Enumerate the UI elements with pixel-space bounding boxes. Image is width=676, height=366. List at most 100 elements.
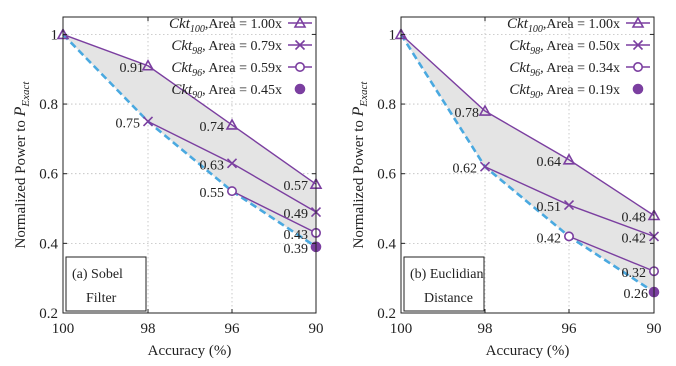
data-label: 0.62 [453,162,478,177]
series-line [568,235,655,272]
legend-rest: , Area = 0.59x [202,61,282,76]
plot-frame [400,16,655,314]
data-label: 0.51 [537,200,562,215]
cross-stroke [142,116,154,127]
cross-stroke [479,161,491,172]
panel-label-line: Filter [86,291,117,306]
panel-label-box [403,256,485,312]
y-axis-label-var: P [350,106,367,117]
legend-entry: Ckt96, Area = 0.34x [509,60,620,79]
data-label: 0.39 [284,242,309,257]
x-axis-label: Accuracy (%) [148,343,232,359]
legend-rest: ,Area = 1.00x [543,17,620,32]
legend-sub: 98 [530,46,540,57]
legend-rest: , Area = 0.45x [202,83,282,98]
legend-ckt: Ckt [509,60,531,76]
legend-entry: Ckt100,Area = 1.00x [169,16,282,35]
legend-entry: Ckt98, Area = 0.79x [171,38,282,57]
y-tick-label: 1 [51,27,59,43]
y-tick-label: 0.6 [39,167,58,183]
legend-entry: Ckt100,Area = 1.00x [507,16,620,35]
series-line [231,190,317,234]
data-label: 0.42 [537,231,562,246]
plot-frame [62,16,317,314]
circle-marker [563,231,574,242]
y-axis-label-main: Normalized Power to [13,116,29,248]
panel-label-line: (b) Euclidian [410,267,483,282]
y-tick-label: 0.2 [377,306,396,322]
x-tick-label: 100 [52,321,75,337]
series-line [400,33,655,217]
data-label: 0.32 [622,266,647,281]
legend-entry: Ckt90, Area = 0.19x [509,82,620,101]
data-label: 0.48 [622,210,647,225]
legend-ckt: Ckt [509,38,531,54]
data-label: 0.55 [200,186,225,201]
legend-entry: Ckt98, Area = 0.50x [509,38,620,57]
x-tick-label: 90 [309,321,324,337]
cross-stroke [226,158,238,169]
legend-ckt: Ckt [171,82,193,98]
y-tick-label: 0.6 [377,167,396,183]
x-tick-label: 98 [141,321,156,337]
data-label: 0.49 [284,207,309,222]
data-label: 0.57 [284,179,309,194]
legend-rest: , Area = 0.50x [540,39,620,54]
cross-marker [294,39,306,51]
y-axis-label-sub: Exact [20,81,32,108]
x-tick-label: 98 [478,321,493,337]
y-axis-label-sub: Exact [358,81,370,108]
panel-label-line: Distance [424,291,473,306]
data-label: 0.43 [284,228,309,243]
legend-ckt: Ckt [169,16,191,32]
x-tick-label: 100 [390,321,413,337]
triangle-marker [141,59,155,71]
y-axis-label-var: P [12,106,29,117]
triangle-marker [631,16,645,28]
y-tick-label: 0.4 [377,236,396,252]
legend-rest: , Area = 0.19x [540,83,620,98]
data-label: 0.63 [200,158,225,173]
shaded-region [401,34,654,293]
x-axis-label: Accuracy (%) [486,343,570,359]
cross-stroke [563,199,575,211]
shaded-region [63,34,316,247]
dot-marker [632,83,644,95]
dot-marker [294,83,306,95]
legend-rest: ,Area = 1.00x [205,17,282,32]
legend-ckt: Ckt [171,38,193,54]
data-label: 0.75 [116,116,141,131]
legend-ckt: Ckt [507,16,529,32]
lower-bound-line [62,33,317,248]
legend-sub: 90 [530,90,540,101]
legend-sub: 96 [192,68,202,79]
data-label: 0.74 [200,120,225,135]
data-label: 0.26 [624,287,649,302]
triangle-marker [225,118,239,130]
y-tick-label: 0.4 [39,236,58,252]
cross-marker [142,116,154,127]
cross-stroke [632,39,644,51]
data-label: 0.42 [622,231,647,246]
circle-marker [294,61,305,72]
y-tick-label: 0.8 [377,97,396,113]
circle-marker [632,61,643,72]
triangle-marker [478,104,492,116]
y-axis-label: Normalized Power to PExact [350,81,370,249]
y-axis-label-main: Normalized Power to [351,116,367,248]
cross-marker [226,158,238,169]
legend-sub: 98 [192,46,202,57]
y-tick-label: 0.8 [39,97,58,113]
triangle-marker [562,153,576,165]
x-tick-label: 96 [562,321,578,337]
legend-sub: 100 [190,24,205,35]
triangle-marker [293,16,307,28]
cross-marker [479,161,491,172]
circle-marker [227,186,238,197]
legend-sub: 90 [192,90,202,101]
x-tick-label: 90 [647,321,662,337]
legend-ckt: Ckt [171,60,193,76]
legend-sub: 96 [530,68,540,79]
cross-marker [632,39,644,51]
